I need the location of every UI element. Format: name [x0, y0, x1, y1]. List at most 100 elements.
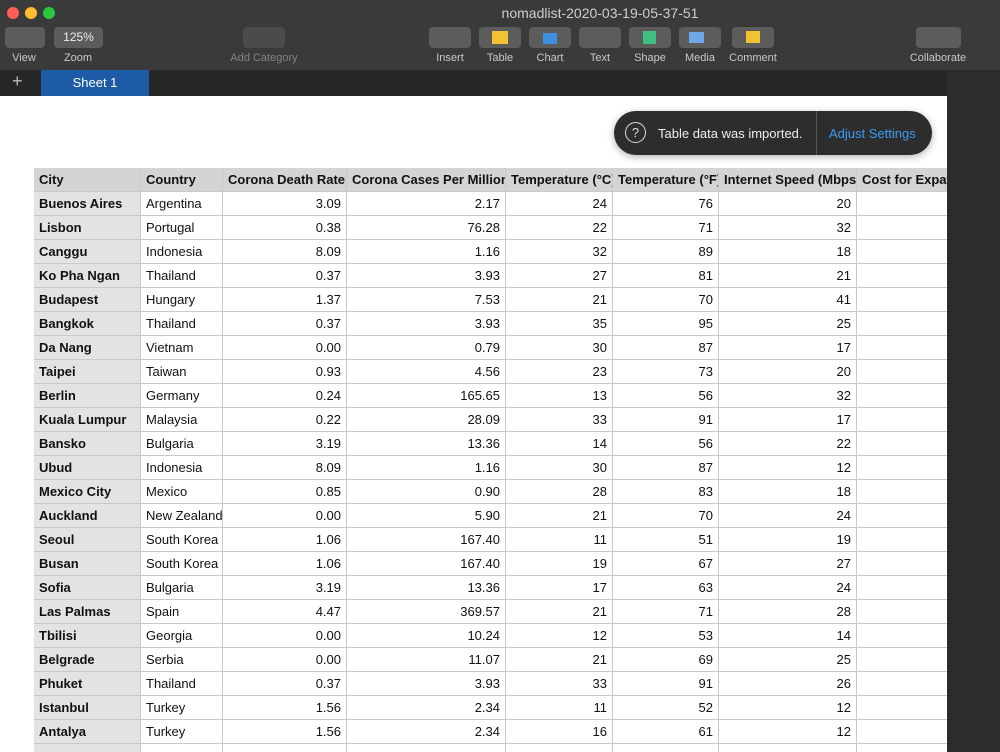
cell[interactable]: 8.09	[223, 240, 347, 264]
shape-button[interactable]	[629, 27, 671, 48]
cell[interactable]: 20	[719, 192, 857, 216]
cell[interactable]: 63	[613, 576, 719, 600]
row-header-cell[interactable]: Tbilisi	[34, 624, 141, 648]
sheet-tab[interactable]: Sheet 1	[41, 70, 149, 96]
cell[interactable]: 22	[719, 432, 857, 456]
cell[interactable]	[613, 744, 719, 752]
cell[interactable]	[857, 240, 947, 264]
cell[interactable]: 27	[719, 552, 857, 576]
cell[interactable]: 13	[506, 384, 613, 408]
cell[interactable]: 0.00	[223, 336, 347, 360]
cell[interactable]: Thailand	[141, 312, 223, 336]
cell[interactable]: Spain	[141, 600, 223, 624]
table-button[interactable]	[479, 27, 521, 48]
cell[interactable]	[857, 576, 947, 600]
cell[interactable]: 61	[613, 720, 719, 744]
cell[interactable]	[857, 312, 947, 336]
zoom-window-button[interactable]	[43, 7, 55, 19]
cell[interactable]: 19	[506, 552, 613, 576]
collaborate-button[interactable]	[916, 27, 961, 48]
cell[interactable]: 1.06	[223, 552, 347, 576]
comment-button[interactable]	[732, 27, 774, 48]
cell[interactable]	[719, 744, 857, 752]
cell[interactable]: 17	[719, 408, 857, 432]
cell[interactable]: 3.09	[223, 192, 347, 216]
cell[interactable]: Malaysia	[141, 408, 223, 432]
cell[interactable]: 1.16	[347, 456, 506, 480]
cell[interactable]: 24	[719, 504, 857, 528]
header-cell[interactable]: Internet Speed (Mbps)	[719, 168, 857, 192]
cell[interactable]: 4.56	[347, 360, 506, 384]
cell[interactable]: 16	[506, 720, 613, 744]
cell[interactable]: 0.79	[347, 336, 506, 360]
cell[interactable]: 51	[613, 528, 719, 552]
cell[interactable]: 21	[506, 504, 613, 528]
cell[interactable]: Germany	[141, 384, 223, 408]
cell[interactable]: 32	[506, 240, 613, 264]
row-header-cell[interactable]: Ubud	[34, 456, 141, 480]
add-sheet-button[interactable]: +	[12, 71, 23, 91]
cell[interactable]: 18	[719, 480, 857, 504]
cell[interactable]	[857, 696, 947, 720]
cell[interactable]: 52	[613, 696, 719, 720]
cell[interactable]	[506, 744, 613, 752]
cell[interactable]	[857, 360, 947, 384]
cell[interactable]	[857, 600, 947, 624]
cell[interactable]: South Korea	[141, 528, 223, 552]
header-cell[interactable]: Temperature (°F)	[613, 168, 719, 192]
cell[interactable]: 0.37	[223, 312, 347, 336]
row-header-cell[interactable]: Taipei	[34, 360, 141, 384]
cell[interactable]: 24	[719, 576, 857, 600]
row-header-cell[interactable]: Antalya	[34, 720, 141, 744]
cell[interactable]: 71	[613, 216, 719, 240]
row-header-cell[interactable]: Lisbon	[34, 216, 141, 240]
zoom-button[interactable]: 125%	[54, 27, 103, 48]
header-cell[interactable]: City	[34, 168, 141, 192]
cell[interactable]: 18	[719, 240, 857, 264]
cell[interactable]: 81	[613, 264, 719, 288]
cell[interactable]: 3.19	[223, 432, 347, 456]
cell[interactable]: 35	[506, 312, 613, 336]
cell[interactable]	[857, 384, 947, 408]
cell[interactable]	[857, 456, 947, 480]
cell[interactable]: 28.09	[347, 408, 506, 432]
cell[interactable]: 1.06	[223, 528, 347, 552]
row-header-cell[interactable]: Seoul	[34, 528, 141, 552]
row-header-cell[interactable]: Auckland	[34, 504, 141, 528]
cell[interactable]: 30	[506, 456, 613, 480]
cell[interactable]	[857, 528, 947, 552]
cell[interactable]: 83	[613, 480, 719, 504]
cell[interactable]: 33	[506, 408, 613, 432]
cell[interactable]: 53	[613, 624, 719, 648]
row-header-cell[interactable]: Berlin	[34, 384, 141, 408]
cell[interactable]: Hungary	[141, 288, 223, 312]
cell[interactable]: 11	[506, 696, 613, 720]
cell[interactable]: New Zealand	[141, 504, 223, 528]
cell[interactable]: 30	[506, 336, 613, 360]
cell[interactable]	[857, 504, 947, 528]
cell[interactable]: 1.56	[223, 720, 347, 744]
row-header-cell[interactable]: Buenos Aires	[34, 192, 141, 216]
cell[interactable]: 89	[613, 240, 719, 264]
cell[interactable]: 91	[613, 408, 719, 432]
cell[interactable]: 13.36	[347, 432, 506, 456]
row-header-cell[interactable]	[34, 744, 141, 752]
cell[interactable]: 3.19	[223, 576, 347, 600]
cell[interactable]: 73	[613, 360, 719, 384]
cell[interactable]: 0.22	[223, 408, 347, 432]
close-button[interactable]	[7, 7, 19, 19]
cell[interactable]: 0.00	[223, 624, 347, 648]
cell[interactable]: 1.37	[223, 288, 347, 312]
cell[interactable]	[857, 432, 947, 456]
row-header-cell[interactable]: Las Palmas	[34, 600, 141, 624]
cell[interactable]: 56	[613, 432, 719, 456]
cell[interactable]: 0.38	[223, 216, 347, 240]
row-header-cell[interactable]: Da Nang	[34, 336, 141, 360]
cell[interactable]: 0.37	[223, 264, 347, 288]
cell[interactable]	[857, 552, 947, 576]
row-header-cell[interactable]: Phuket	[34, 672, 141, 696]
cell[interactable]: 0.00	[223, 648, 347, 672]
cell[interactable]	[141, 744, 223, 752]
header-cell[interactable]: Country	[141, 168, 223, 192]
row-header-cell[interactable]: Busan	[34, 552, 141, 576]
